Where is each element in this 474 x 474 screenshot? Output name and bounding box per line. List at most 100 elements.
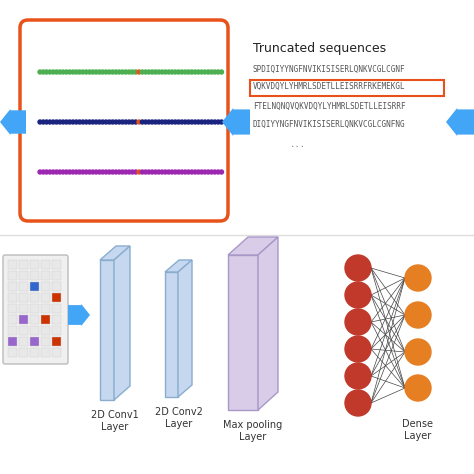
Circle shape (186, 170, 191, 174)
Circle shape (170, 70, 174, 74)
Circle shape (58, 120, 62, 124)
Bar (19, 282, 28, 291)
Circle shape (130, 170, 135, 174)
Circle shape (144, 120, 147, 124)
Circle shape (190, 70, 194, 74)
Bar (30, 260, 39, 269)
Circle shape (167, 70, 171, 74)
Text: SPDIQIYYNGFNVIKISISERLQNKVCGLCGNF: SPDIQIYYNGFNVIKISISERLQNKVCGLCGNF (253, 65, 406, 74)
Circle shape (216, 120, 220, 124)
Circle shape (405, 375, 431, 401)
Polygon shape (100, 260, 114, 400)
Circle shape (71, 70, 75, 74)
Circle shape (177, 120, 181, 124)
Circle shape (97, 70, 101, 74)
Text: ...: ... (290, 140, 306, 149)
Circle shape (74, 170, 78, 174)
Circle shape (203, 70, 207, 74)
Bar (52, 326, 61, 335)
Circle shape (137, 170, 141, 174)
Circle shape (100, 120, 105, 124)
Bar (19, 315, 28, 324)
Circle shape (97, 120, 101, 124)
Circle shape (200, 70, 204, 74)
Bar (30, 282, 39, 291)
Bar (41, 326, 50, 335)
Circle shape (170, 120, 174, 124)
Circle shape (137, 70, 141, 74)
Circle shape (88, 170, 91, 174)
Circle shape (55, 70, 58, 74)
Circle shape (157, 120, 161, 124)
Polygon shape (165, 272, 178, 397)
Bar (41, 293, 50, 302)
Circle shape (84, 70, 88, 74)
Bar (8, 348, 17, 357)
Circle shape (134, 70, 138, 74)
Circle shape (74, 70, 78, 74)
Text: DIQIYYNGFNVIKISISERLQNKVCGLCGNFNG: DIQIYYNGFNVIKISISERLQNKVCGLCGNFNG (253, 120, 406, 129)
Bar (52, 293, 61, 302)
Circle shape (177, 170, 181, 174)
Circle shape (183, 120, 187, 124)
Circle shape (110, 70, 115, 74)
Circle shape (127, 120, 131, 124)
Circle shape (91, 170, 95, 174)
Circle shape (183, 170, 187, 174)
Circle shape (345, 255, 371, 281)
Polygon shape (446, 108, 474, 136)
Circle shape (160, 70, 164, 74)
Text: 2D Conv2
Layer: 2D Conv2 Layer (155, 407, 202, 428)
Bar (41, 315, 50, 324)
Circle shape (124, 70, 128, 74)
Text: Truncated sequences: Truncated sequences (253, 42, 386, 55)
Circle shape (180, 120, 184, 124)
Bar (52, 260, 61, 269)
Circle shape (78, 120, 82, 124)
Circle shape (190, 120, 194, 124)
Circle shape (51, 120, 55, 124)
Circle shape (196, 170, 201, 174)
Bar (41, 260, 50, 269)
Circle shape (48, 70, 52, 74)
Bar (41, 304, 50, 313)
Circle shape (173, 120, 177, 124)
Circle shape (164, 70, 167, 74)
Text: FTELNQNQVQKVDQYLYHMRLSDETLLEISRRF: FTELNQNQVQKVDQYLYHMRLSDETLLEISRRF (253, 102, 406, 111)
Circle shape (71, 170, 75, 174)
Bar (30, 337, 39, 346)
Text: Max pooling
Layer: Max pooling Layer (223, 420, 283, 442)
Circle shape (147, 70, 151, 74)
Circle shape (173, 70, 177, 74)
Bar (30, 293, 39, 302)
Circle shape (68, 70, 72, 74)
Circle shape (124, 120, 128, 124)
Circle shape (104, 70, 108, 74)
Circle shape (51, 170, 55, 174)
Circle shape (140, 120, 144, 124)
Circle shape (345, 363, 371, 389)
Bar (52, 304, 61, 313)
Bar (19, 326, 28, 335)
Circle shape (84, 170, 88, 174)
Circle shape (164, 170, 167, 174)
FancyBboxPatch shape (20, 20, 228, 221)
Circle shape (186, 70, 191, 74)
Circle shape (55, 120, 58, 124)
Circle shape (120, 170, 125, 174)
Circle shape (173, 170, 177, 174)
Circle shape (78, 170, 82, 174)
Bar (52, 282, 61, 291)
Circle shape (190, 170, 194, 174)
Circle shape (157, 70, 161, 74)
Circle shape (51, 70, 55, 74)
Bar (19, 348, 28, 357)
Circle shape (91, 70, 95, 74)
Circle shape (206, 120, 210, 124)
Circle shape (167, 120, 171, 124)
Circle shape (48, 170, 52, 174)
Circle shape (196, 70, 201, 74)
Circle shape (38, 70, 42, 74)
Circle shape (140, 70, 144, 74)
Bar (19, 304, 28, 313)
